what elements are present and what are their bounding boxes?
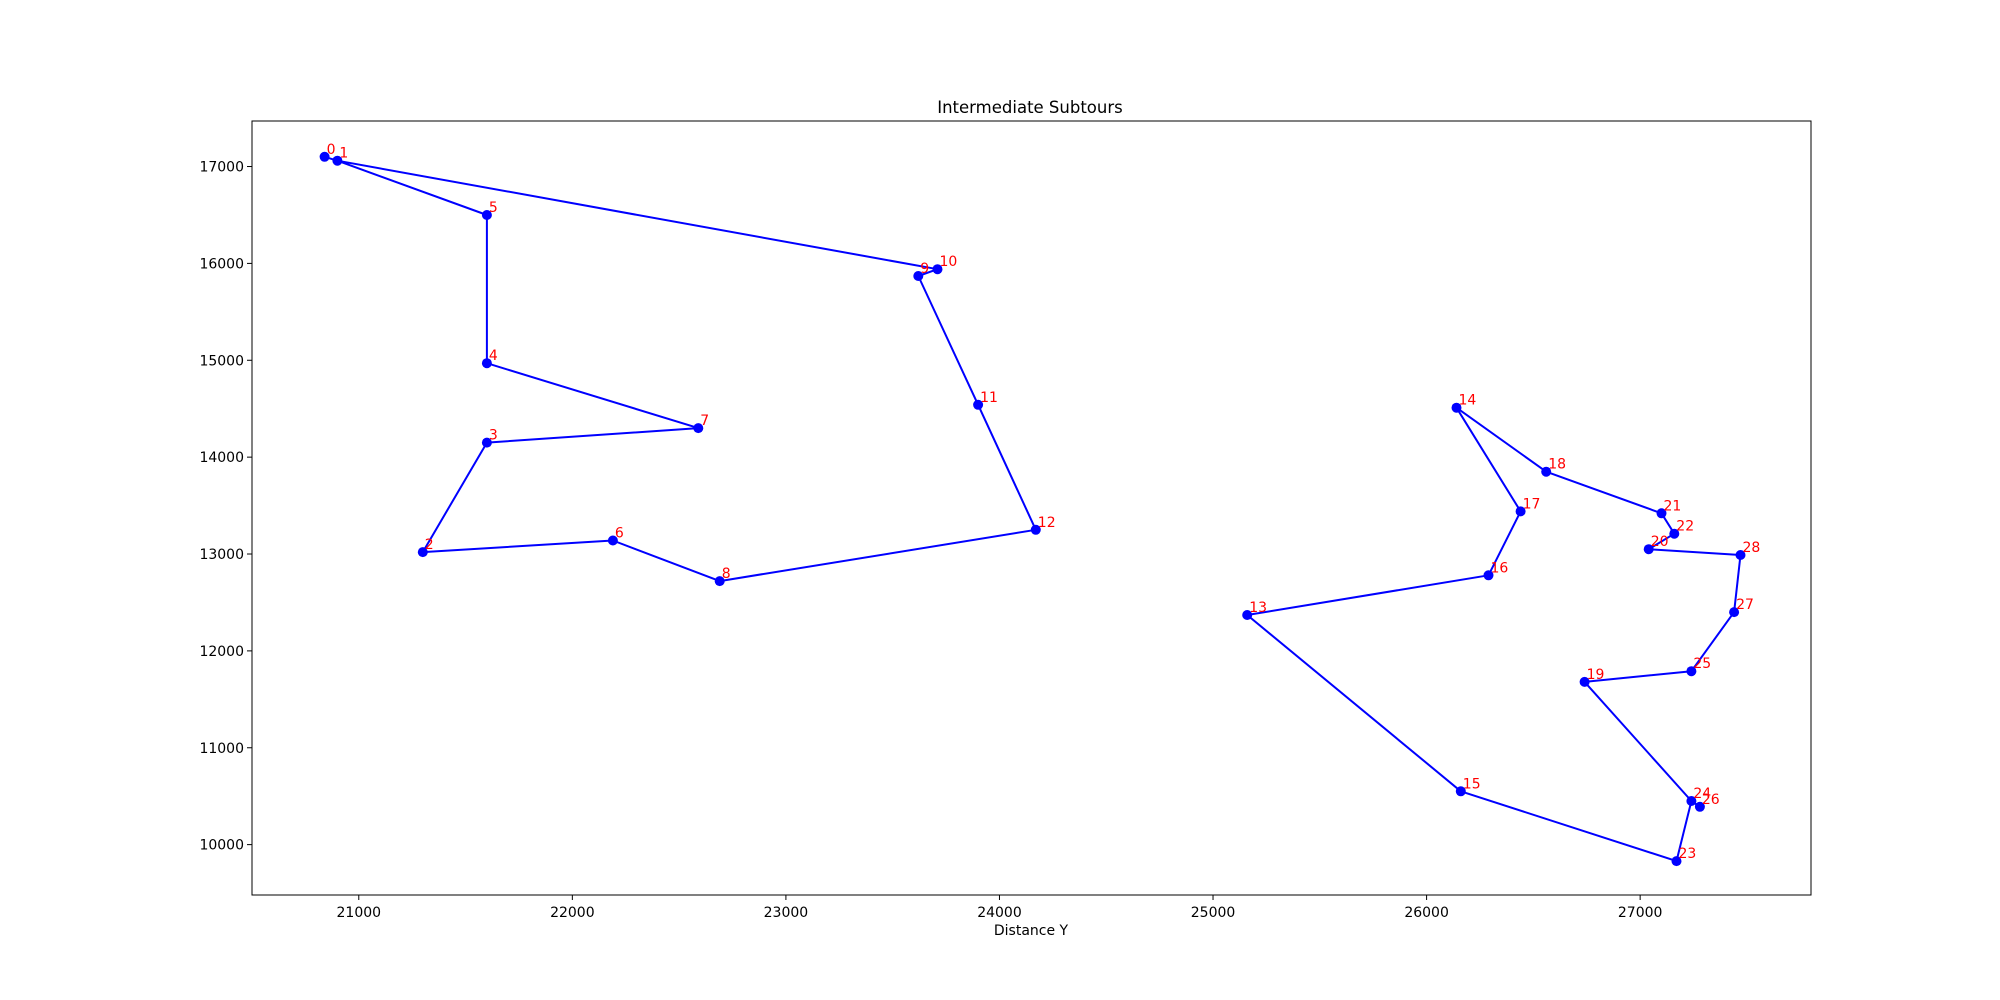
point-22: [1669, 528, 1680, 539]
point-label-25: 25: [1693, 656, 1711, 672]
point-label-0: 0: [327, 142, 336, 158]
point-label-27: 27: [1736, 597, 1754, 613]
point-label-26: 26: [1702, 792, 1720, 808]
point-21: [1656, 508, 1667, 519]
point-label-13: 13: [1249, 600, 1267, 616]
point-23: [1671, 856, 1682, 867]
point-13: [1242, 610, 1253, 620]
y-tick-label-11000: 11000: [199, 741, 244, 757]
point-3: [481, 437, 492, 448]
point-0: [319, 151, 330, 162]
point-label-17: 17: [1523, 496, 1541, 512]
point-label-6: 6: [615, 526, 624, 542]
point-label-2: 2: [425, 537, 434, 553]
point-14: [1451, 402, 1462, 413]
x-tick-label-24000: 24000: [977, 905, 1022, 921]
point-label-15: 15: [1463, 776, 1481, 792]
point-4: [481, 358, 492, 369]
point-20: [1643, 544, 1654, 555]
x-axis-ticks: 21000 22000 23000 24000 25000 26000 27000: [337, 895, 1663, 921]
point-label-24: 24: [1693, 786, 1711, 802]
chart-title: Intermediate Subtours: [937, 98, 1123, 117]
point-6: [607, 535, 618, 546]
x-axis-label: Distance Y: [994, 923, 1069, 939]
point-1: [332, 155, 343, 166]
point-7: [693, 423, 704, 434]
y-tick-label-12000: 12000: [199, 644, 244, 660]
point-label-8: 8: [722, 566, 731, 582]
point-label-7: 7: [700, 413, 709, 429]
point-label-11: 11: [980, 390, 998, 406]
x-tick-label-23000: 23000: [764, 905, 809, 921]
point-28: [1735, 550, 1746, 560]
x-tick-label-25000: 25000: [1191, 905, 1236, 921]
plot-frame: [251, 120, 1812, 896]
point-9: [913, 271, 924, 281]
point-27: [1729, 607, 1740, 618]
point-label-21: 21: [1664, 498, 1682, 514]
y-tick-label-13000: 13000: [199, 547, 244, 563]
point-label-3: 3: [489, 428, 498, 444]
subtour-line-1: [1246, 406, 1742, 863]
y-tick-label-17000: 17000: [199, 160, 244, 176]
y-tick-label-10000: 10000: [199, 838, 244, 854]
point-11: [973, 399, 984, 410]
x-tick-label-26000: 26000: [1404, 905, 1449, 921]
point-12: [1030, 524, 1041, 535]
point-16: [1483, 570, 1494, 581]
point-19: [1579, 676, 1590, 687]
point-label-12: 12: [1038, 515, 1056, 531]
point-10: [932, 264, 943, 275]
point-label-10: 10: [940, 254, 958, 270]
x-tick-label-22000: 22000: [550, 905, 595, 921]
x-tick-label-21000: 21000: [337, 905, 382, 921]
y-tick-label-16000: 16000: [199, 256, 244, 272]
point-15: [1455, 786, 1466, 797]
point-25: [1686, 666, 1697, 677]
point-label-5: 5: [489, 200, 498, 216]
point-label-22: 22: [1676, 519, 1694, 535]
point-24: [1686, 796, 1697, 806]
point-26: [1694, 801, 1705, 812]
point-label-19: 19: [1587, 667, 1605, 683]
y-tick-label-15000: 15000: [199, 353, 244, 369]
point-label-1: 1: [339, 146, 348, 162]
point-label-9: 9: [920, 261, 929, 277]
y-axis-ticks: 10000 11000 12000 13000 14000 15000 16000 17000: [199, 160, 252, 854]
point-label-23: 23: [1679, 846, 1697, 862]
point-18: [1541, 466, 1552, 477]
point-label-14: 14: [1459, 393, 1477, 409]
point-label-16: 16: [1491, 560, 1509, 576]
point-label-4: 4: [489, 348, 498, 364]
point-5: [481, 210, 492, 220]
point-label-20: 20: [1651, 534, 1669, 550]
point-8: [714, 576, 725, 587]
data-points: [319, 151, 1746, 867]
point-17: [1515, 506, 1526, 517]
point-2: [417, 547, 428, 558]
point-label-28: 28: [1743, 540, 1761, 556]
y-tick-label-14000: 14000: [199, 450, 244, 466]
point-label-18: 18: [1548, 457, 1566, 473]
x-tick-label-27000: 27000: [1618, 905, 1663, 921]
